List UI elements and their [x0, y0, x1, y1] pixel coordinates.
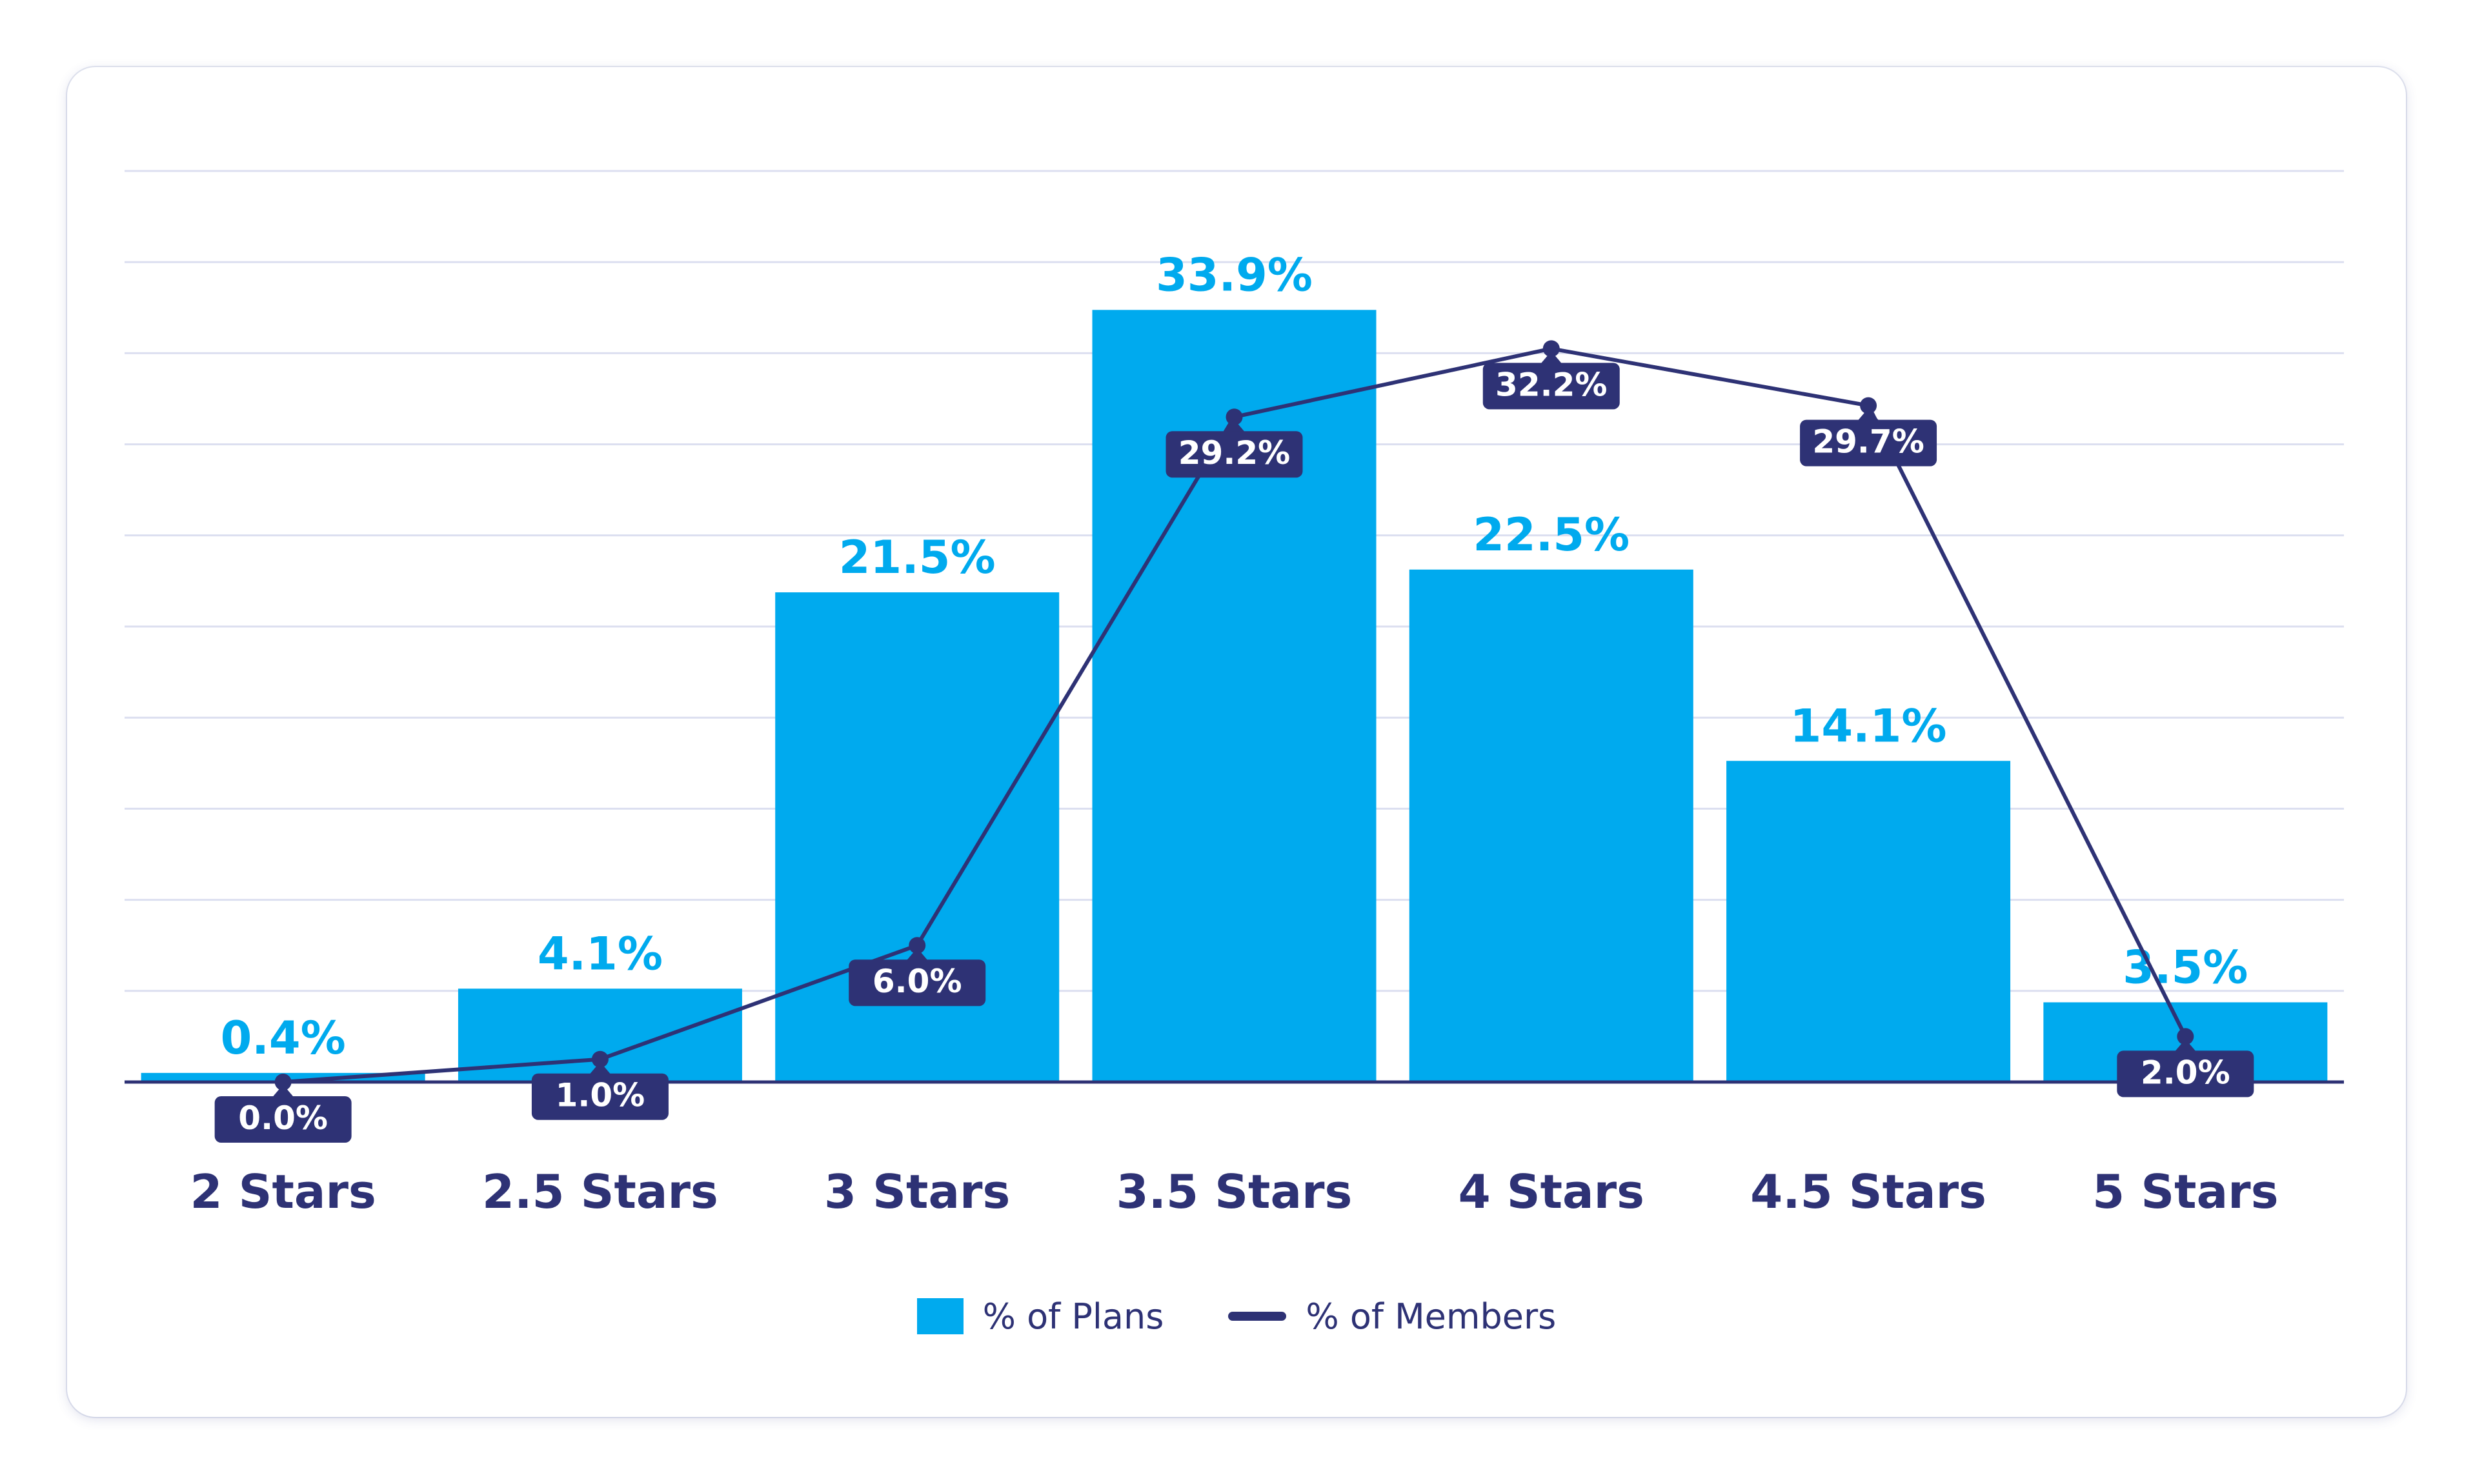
line-value-callout: 1.0%: [531, 1061, 669, 1120]
legend-bar-swatch: [916, 1298, 964, 1334]
callout-box: [214, 1096, 352, 1143]
bar-value-labels: 0.4%4.1%21.5%33.9%22.5%14.1%3.5%: [221, 248, 2248, 1065]
line-point: [1226, 408, 1243, 426]
x-axis-tick-labels: 2 Stars 2.5 Stars 3 Stars 3.5 Stars 4 Stars 4…: [190, 1165, 2278, 1219]
x-tick-label: 3.5 Stars: [1116, 1165, 1353, 1219]
x-tick-label: 2 Stars: [190, 1165, 376, 1219]
line-value-label: 1.0%: [556, 1077, 645, 1114]
bar-value-label: 22.5%: [1473, 508, 1630, 561]
line-point: [1542, 340, 1560, 357]
x-tick-label: 3 Stars: [824, 1165, 1010, 1219]
line-value-callout: 32.2%: [1482, 351, 1620, 410]
line-value-label: 29.2%: [1178, 434, 1290, 472]
callout-pointer: [1540, 351, 1562, 365]
callout-pointer: [1857, 408, 1880, 421]
line-value-label: 2.0%: [2141, 1054, 2230, 1091]
bar-value-label: 33.9%: [1156, 248, 1313, 301]
callout-pointer: [589, 1061, 611, 1075]
legend-label-members: % of Members: [1306, 1296, 1557, 1337]
line-point: [2177, 1028, 2194, 1045]
line-point: [1860, 397, 1877, 414]
line-series: [274, 340, 2194, 1090]
bar: [1409, 569, 1693, 1082]
callout-box: [2117, 1050, 2254, 1098]
bar-value-label: 21.5%: [839, 531, 996, 584]
line-value-callout: 29.7%: [1800, 408, 1937, 466]
bar: [1726, 761, 2011, 1082]
line-point: [591, 1050, 609, 1068]
callout-pointer: [1223, 419, 1246, 433]
line-value-labels: 0.0% 1.0% 6.0% 29.2% 32.2% 29.7% 2.0%: [214, 351, 2254, 1143]
callout-pointer: [2174, 1039, 2197, 1052]
bar-value-label: 14.1%: [1790, 699, 1947, 752]
x-tick-label: 2.5 Stars: [482, 1165, 718, 1219]
bar-value-label: 4.1%: [538, 927, 663, 980]
legend-label-plans: % of Plans: [982, 1296, 1164, 1337]
line-value-label: 6.0%: [873, 963, 962, 1000]
bar: [775, 592, 1060, 1082]
line-point: [909, 937, 926, 954]
x-tick-label: 4 Stars: [1459, 1165, 1644, 1219]
line-point: [274, 1074, 292, 1090]
bar-value-label: 0.4%: [221, 1012, 346, 1065]
callout-box: [849, 959, 986, 1007]
legend-line-swatch: [1228, 1312, 1287, 1321]
x-tick-label: 4.5 Stars: [1750, 1165, 1986, 1219]
line-value-callout: 2.0%: [2117, 1039, 2254, 1098]
line-value-label: 0.0%: [238, 1099, 328, 1137]
callout-box: [1166, 431, 1303, 478]
line-value-callout: 29.2%: [1166, 419, 1303, 478]
x-tick-label: 5 Stars: [2092, 1165, 2278, 1219]
line-value-label: 29.7%: [1812, 423, 1924, 461]
callout-pointer: [272, 1085, 294, 1098]
legend-item-members: % of Members: [1228, 1296, 1556, 1337]
callout-box: [531, 1073, 669, 1120]
line-value-label: 32.2%: [1495, 366, 1607, 403]
callout-pointer: [906, 948, 929, 961]
line-value-callout: 6.0%: [849, 948, 986, 1007]
line-value-callout: 0.0%: [214, 1085, 352, 1143]
callout-box: [1800, 419, 1937, 466]
legend-item-plans: % of Plans: [916, 1296, 1164, 1337]
legend: % of Plans % of Members: [0, 1287, 2473, 1345]
callout-box: [1482, 363, 1620, 410]
